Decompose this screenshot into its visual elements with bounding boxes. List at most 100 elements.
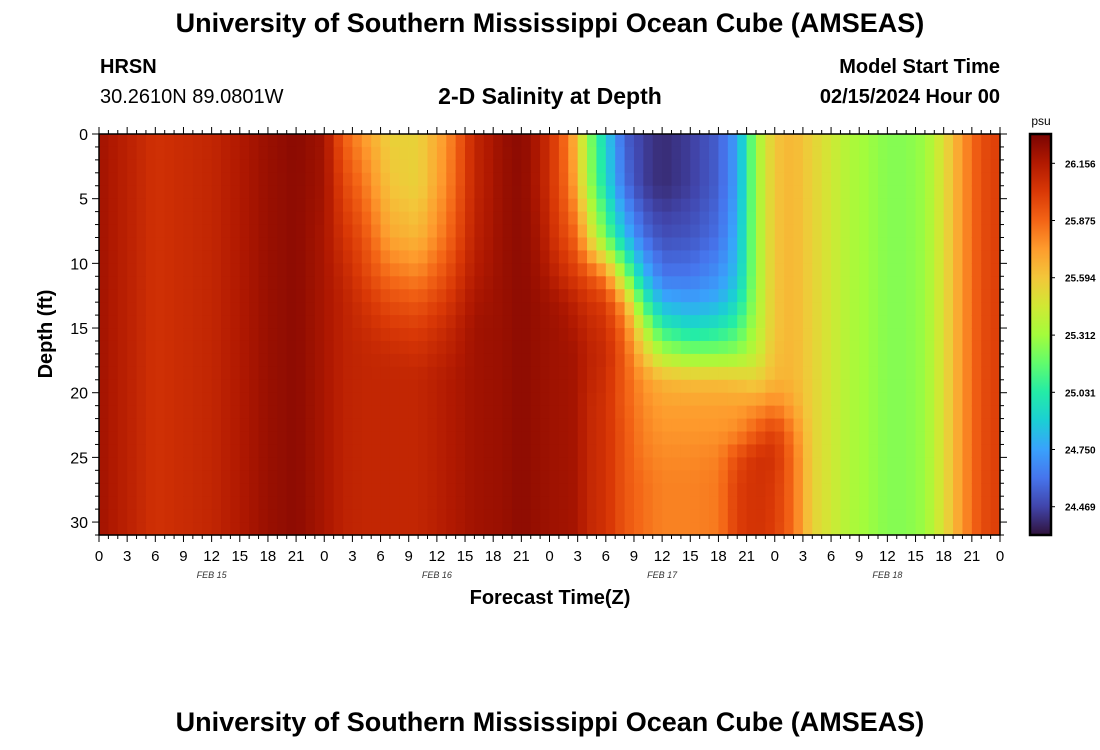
heatmap-cell	[915, 172, 926, 187]
heatmap-cell	[680, 134, 691, 148]
x-tick-label: 21	[288, 548, 305, 565]
heatmap-cell	[812, 198, 823, 213]
heatmap-cell	[399, 431, 410, 446]
heatmap-cell	[633, 315, 644, 329]
heatmap-cell	[802, 289, 813, 303]
heatmap-cell	[305, 250, 316, 264]
heatmap-cell	[802, 172, 813, 187]
heatmap-cell	[239, 302, 250, 316]
heatmap-cell	[680, 172, 691, 187]
heatmap-cell	[690, 418, 701, 433]
heatmap-cell	[896, 224, 907, 239]
heatmap-cell	[474, 418, 485, 433]
x-date-label: FEB 15	[197, 570, 228, 580]
heatmap-cell	[249, 379, 260, 394]
heatmap-cell	[174, 328, 185, 342]
heatmap-cell	[361, 366, 372, 381]
heatmap-cell	[718, 250, 729, 264]
heatmap-cell	[690, 470, 701, 484]
heatmap-cell	[221, 431, 231, 446]
heatmap-cell	[596, 237, 607, 252]
heatmap-cell	[258, 302, 269, 316]
heatmap-cell	[990, 522, 1001, 536]
heatmap-cell	[192, 379, 203, 394]
heatmap-cell	[718, 431, 729, 446]
heatmap-cell	[849, 172, 860, 187]
heatmap-cell	[784, 211, 795, 226]
heatmap-cell	[784, 146, 795, 161]
heatmap-cell	[868, 483, 879, 497]
heatmap-cell	[680, 250, 691, 264]
heatmap-cell	[399, 340, 410, 355]
heatmap-cell	[389, 496, 400, 510]
heatmap-cell	[859, 159, 870, 174]
heatmap-cell	[981, 302, 992, 316]
heatmap-cell	[906, 431, 917, 446]
heatmap-cell	[436, 522, 447, 536]
heatmap-cell	[662, 276, 673, 290]
heatmap-cell	[737, 211, 748, 226]
heatmap-cell	[343, 457, 354, 471]
heatmap-cell	[709, 405, 720, 420]
heatmap-cell	[258, 366, 269, 381]
heatmap-cell	[680, 185, 691, 200]
heatmap-cell	[906, 250, 917, 264]
heatmap-cell	[709, 366, 720, 381]
heatmap-cell	[718, 302, 729, 316]
heatmap-cell	[765, 146, 776, 161]
heatmap-cell	[981, 444, 992, 458]
heatmap-cell	[465, 418, 476, 433]
heatmap-cell	[305, 470, 316, 484]
heatmap-cell	[183, 263, 194, 277]
heatmap-cell	[605, 444, 616, 458]
heatmap-cell	[277, 457, 288, 471]
heatmap-cell	[286, 198, 297, 213]
heatmap-cell	[727, 302, 738, 316]
heatmap-cell	[709, 302, 720, 316]
heatmap-cell	[408, 250, 419, 264]
heatmap-cell	[239, 379, 250, 394]
heatmap-cell	[127, 276, 138, 290]
heatmap-cell	[587, 211, 598, 226]
heatmap-cell	[774, 134, 785, 148]
heatmap-cell	[258, 470, 269, 484]
heatmap-cell	[296, 405, 307, 420]
heatmap-cell	[615, 405, 626, 420]
heatmap-cell	[962, 211, 973, 226]
heatmap-cell	[455, 211, 466, 226]
heatmap-cell	[633, 289, 644, 303]
heatmap-cell	[709, 172, 720, 187]
heatmap-cell	[99, 250, 109, 264]
heatmap-cell	[324, 483, 335, 497]
heatmap-cell	[267, 250, 278, 264]
heatmap-cell	[662, 379, 673, 394]
heatmap-cell	[155, 470, 166, 484]
heatmap-cell	[108, 328, 119, 342]
heatmap-cell	[671, 302, 682, 316]
heatmap-cell	[577, 185, 588, 200]
heatmap-cell	[774, 483, 785, 497]
heatmap-cell	[990, 315, 1001, 329]
heatmap-cell	[361, 470, 372, 484]
heatmap-cell	[474, 263, 485, 277]
heatmap-cell	[183, 509, 194, 523]
heatmap-cell	[915, 159, 926, 174]
heatmap-cell	[971, 353, 982, 368]
heatmap-cell	[211, 185, 222, 200]
heatmap-cell	[249, 431, 260, 446]
heatmap-cell	[343, 392, 354, 407]
heatmap-cell	[352, 405, 363, 420]
heatmap-cell	[737, 509, 748, 523]
heatmap-cell	[831, 276, 842, 290]
heatmap-cell	[183, 159, 194, 174]
heatmap-cell	[755, 172, 766, 187]
heatmap-cell	[436, 146, 447, 161]
heatmap-cell	[709, 146, 720, 161]
heatmap-cell	[812, 418, 823, 433]
x-date-label: FEB 17	[647, 570, 678, 580]
heatmap-cell	[230, 250, 241, 264]
heatmap-cell	[981, 366, 992, 381]
heatmap-cell	[540, 315, 551, 329]
heatmap-cell	[633, 457, 644, 471]
heatmap-cell	[343, 496, 354, 510]
